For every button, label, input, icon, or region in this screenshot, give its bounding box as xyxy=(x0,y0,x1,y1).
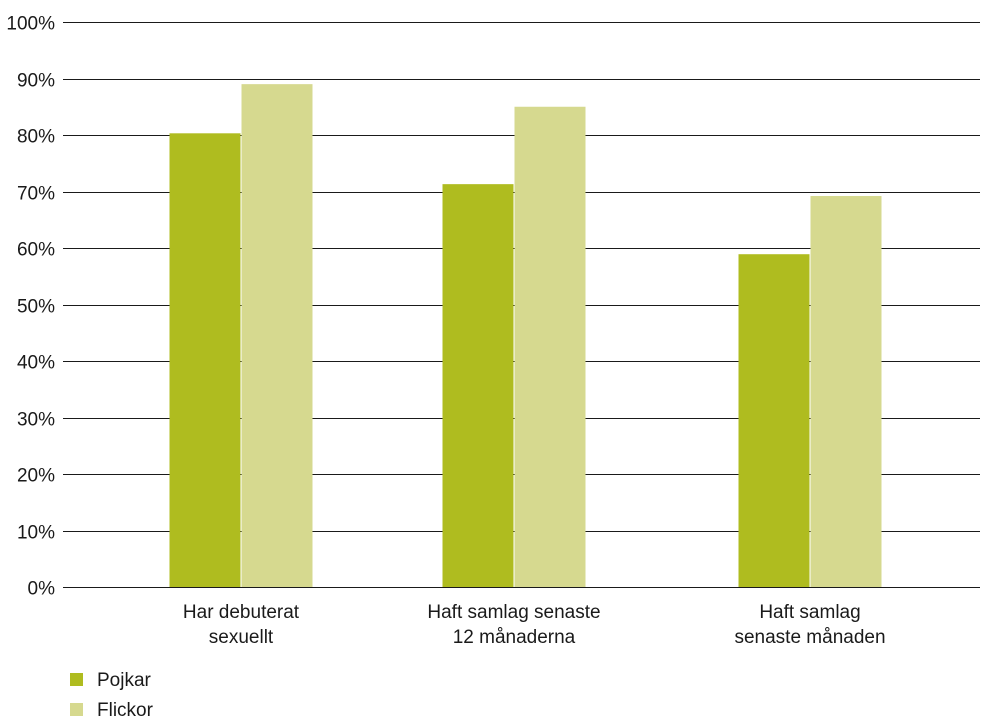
bar-flickor xyxy=(810,196,882,587)
category-label: 12 månaderna xyxy=(453,627,576,648)
y-tick-label: 100% xyxy=(6,14,55,35)
bar-flickor xyxy=(514,106,586,587)
y-tick-label: 60% xyxy=(17,240,55,261)
bar-flickor xyxy=(241,84,313,588)
y-tick-label: 30% xyxy=(17,410,55,431)
category-label: senaste månaden xyxy=(734,627,885,648)
category-label: Har debuterat xyxy=(183,602,300,623)
bar-pojkar xyxy=(738,254,810,587)
y-axis-ticks: 0% 10% 20% 30% 40% 50% 60% 70% 80% 90% 100% xyxy=(6,14,55,600)
y-tick-label: 40% xyxy=(17,353,55,374)
y-tick-label: 70% xyxy=(17,184,55,205)
y-tick-label: 90% xyxy=(17,71,55,92)
y-tick-label: 10% xyxy=(17,523,55,544)
y-tick-label: 20% xyxy=(17,466,55,487)
category-label: Haft samlag xyxy=(759,602,860,623)
legend: Pojkar Flickor xyxy=(70,670,154,721)
legend-swatch xyxy=(70,673,83,686)
category-label: Haft samlag senaste xyxy=(427,602,600,623)
y-tick-label: 80% xyxy=(17,127,55,148)
bar-pojkar xyxy=(442,184,514,587)
legend-swatch xyxy=(70,703,83,716)
bar-pojkar xyxy=(169,133,241,587)
y-tick-label: 0% xyxy=(28,579,56,600)
category-label: sexuellt xyxy=(209,627,274,648)
legend-label: Pojkar xyxy=(97,670,152,691)
legend-label: Flickor xyxy=(97,700,154,716)
bars xyxy=(169,84,882,588)
x-axis-categories: Har debuterat sexuellt Haft samlag senaste… xyxy=(183,602,886,648)
y-tick-label: 50% xyxy=(17,297,55,318)
